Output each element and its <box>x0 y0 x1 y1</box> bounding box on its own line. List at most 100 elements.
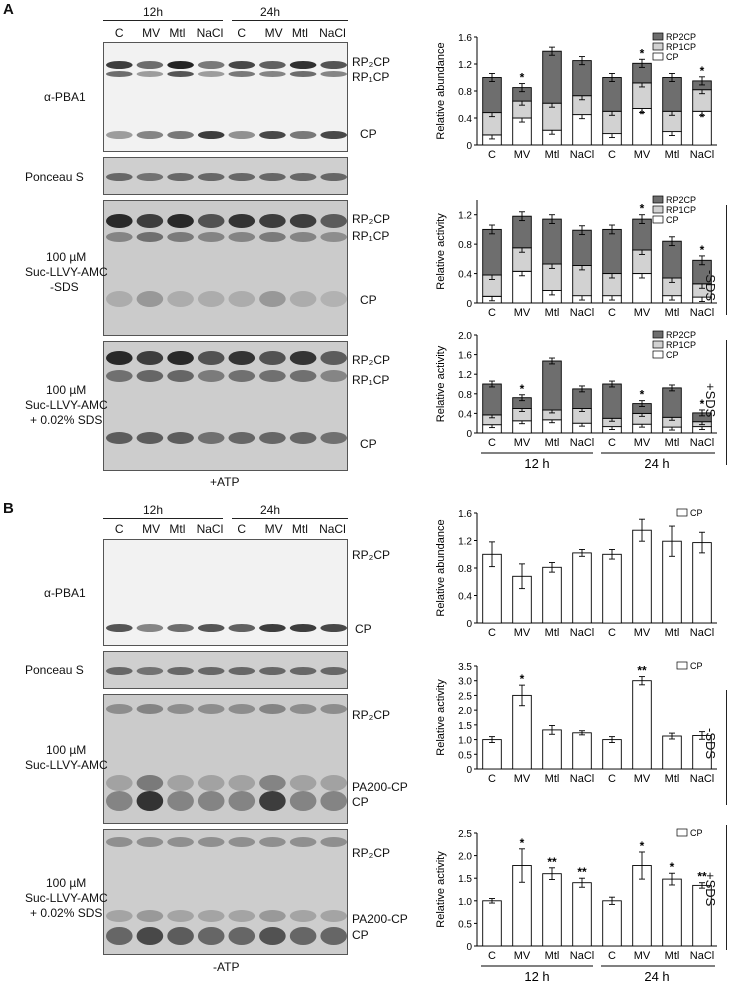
blot-a3-band-0-lane-2 <box>167 214 194 228</box>
chart-1-ytick-label-1: 0.4 <box>458 270 472 281</box>
chart-3-xlabel-7: NaCl <box>690 627 714 639</box>
blot-b4-band-1-lane-4 <box>228 910 256 922</box>
blot-a4-band-0-lane-2 <box>167 351 194 365</box>
chart-4-xlabel-4: C <box>608 773 616 785</box>
blot-a4-band-2-lane-7 <box>320 432 347 444</box>
blot-a1-band-1-lane-5 <box>259 71 286 77</box>
blot-b4-band-0-lane-0 <box>106 837 133 847</box>
chart-4-xlabel-7: NaCl <box>690 773 714 785</box>
chart-5-legend-label-0: CP <box>690 828 703 838</box>
blot-a4-band-1-lane-0 <box>106 370 133 382</box>
panel-a-activity-blot-sds <box>103 341 348 471</box>
blot-b4-band-0-lane-7 <box>320 837 347 847</box>
chart-2-legend-label-0: RP2CP <box>666 330 696 340</box>
panel-b-band3-rp2cp: RP₂CP <box>352 708 390 722</box>
chart-3-ytick-label-3: 1.2 <box>458 537 472 548</box>
blot-b3-band-2-lane-0 <box>106 791 133 811</box>
chart-5-ytick-label-0: 0 <box>466 942 472 953</box>
blot-b1-band-0-lane-2 <box>167 624 194 632</box>
chart-1-xlabel-6: Mtl <box>665 307 680 319</box>
panel-b-band-cp: CP <box>355 622 372 636</box>
blot-b4-band-0-lane-6 <box>289 837 317 847</box>
blot-b4-band-2-lane-6 <box>289 927 317 945</box>
blot-b1-band-0-lane-7 <box>320 624 347 632</box>
panel-b-activity-blot-sds <box>103 829 348 955</box>
chart-0-ytick-label-2: 0.8 <box>458 87 472 98</box>
blot-b1-band-0-lane-1 <box>136 624 164 632</box>
chart-4-bar-cp-5 <box>632 680 652 770</box>
chart-2-ytick-label-1: 0.4 <box>458 409 472 420</box>
chart-5-xlabel-1: MV <box>514 950 531 962</box>
blot-a4-band-2-lane-6 <box>289 432 317 444</box>
chart-4-ytick-label-5: 2.5 <box>458 691 472 702</box>
blot-a1-band-2-lane-5 <box>259 131 286 139</box>
chart-5-xlabel-7: NaCl <box>690 950 714 962</box>
blot-a4-band-2-lane-0 <box>106 432 133 444</box>
panel-a-lane-2: Mtl <box>169 26 186 40</box>
chart-3-ytick-label-1: 0.4 <box>458 592 472 603</box>
blot-b4-band-1-lane-6 <box>289 910 317 922</box>
panel-a-lane-0: C <box>114 26 124 40</box>
blot-b3-band-0-lane-3 <box>197 704 225 714</box>
blot-a3-band-2-lane-1 <box>136 291 164 307</box>
blot-b4-band-0-lane-3 <box>197 837 225 847</box>
blot-b3-band-0-lane-5 <box>259 704 286 714</box>
side-bracket-b-plus <box>726 825 727 950</box>
chart-5-ytick-label-2: 1.0 <box>458 897 472 908</box>
blot-a1-band-0-lane-2 <box>167 61 194 69</box>
chart-3-legend-swatch-0 <box>676 508 688 517</box>
blot-b4-band-0-lane-4 <box>228 837 256 847</box>
blot-b3-band-1-lane-3 <box>197 775 225 791</box>
panel-a-lane-4: C <box>237 26 247 40</box>
panel-b-activity-nosds-line2: Suc-LLVY-AMC <box>25 758 108 772</box>
blot-a3-band-2-lane-5 <box>259 291 286 307</box>
blot-b4-band-1-lane-3 <box>197 910 225 922</box>
chart-2-bar-rp2cp-2 <box>542 360 562 411</box>
chart-3-xlabel-6: Mtl <box>665 627 680 639</box>
chart-1-ytick-label-3: 1.2 <box>458 211 472 222</box>
panel-a-pba1-label: α-PBA1 <box>44 90 86 104</box>
chart-2-legend-swatch-1 <box>652 340 664 349</box>
blot-a3-band-1-lane-6 <box>289 232 317 242</box>
blot-a2-band-0-lane-2 <box>167 173 194 181</box>
blot-a4-band-0-lane-5 <box>259 351 286 365</box>
blot-a4-band-0-lane-6 <box>289 351 317 365</box>
chart-5-legend-swatch-0 <box>676 828 688 837</box>
chart-2-ytick-label-3: 1.2 <box>458 370 472 381</box>
chart-1-sig-7: * <box>700 243 705 257</box>
blot-b4-band-1-lane-2 <box>167 910 194 922</box>
blot-a1-band-1-lane-6 <box>289 71 317 77</box>
blot-a1-band-0-lane-6 <box>289 61 317 69</box>
blot-a3-band-0-lane-5 <box>259 214 286 228</box>
chart-5-bar-cp-3 <box>572 882 592 947</box>
chart-4-sig-1: * <box>520 672 525 686</box>
chart-1-bar-rp2cp-4 <box>602 228 622 274</box>
blot-b1-band-0-lane-6 <box>289 624 317 632</box>
chart-3-ytick-label-4: 1.6 <box>458 509 472 520</box>
blot-a1-band-2-lane-4 <box>228 131 256 139</box>
blot-a3-band-0-lane-1 <box>136 214 164 228</box>
chart-2-ytick-label-2: 0.8 <box>458 390 472 401</box>
blot-b4-band-2-lane-3 <box>197 927 225 945</box>
blot-b3-band-0-lane-2 <box>167 704 194 714</box>
side-bracket-a-plus <box>726 340 727 465</box>
blot-a3-band-0-lane-0 <box>106 214 133 228</box>
chart-2-ylabel: Relative activity <box>435 345 447 422</box>
side-label-b-plus-sds: +SDS <box>703 872 718 907</box>
chart-1-xlabel-7: NaCl <box>690 307 714 319</box>
panel-b-ponceau-blot <box>103 651 348 689</box>
side-label-b-minus-sds: -SDS <box>703 728 718 760</box>
chart-1-sig-5: * <box>640 202 645 216</box>
chart-0-legend-label-0: RP2CP <box>666 32 696 42</box>
chart-0-inner-sig-7: * <box>700 110 705 124</box>
panel-b-band-rp2cp: RP₂CP <box>352 548 390 562</box>
chart-0-xlabel-1: MV <box>514 149 531 161</box>
chart-3-bar-cp-5 <box>632 529 652 624</box>
panel-a-band-rp2cp: RP₂CP <box>352 55 390 69</box>
chart-5-bar-cp-2 <box>542 873 562 947</box>
panel-a-ponceau-blot <box>103 157 348 195</box>
chart-2-legend-swatch-2 <box>652 350 664 359</box>
panel-b-lane-labels: C MV Mtl NaCl C MV Mtl NaCl <box>103 522 348 536</box>
blot-b4-band-2-lane-7 <box>320 927 347 945</box>
blot-b3-band-0-lane-6 <box>289 704 317 714</box>
